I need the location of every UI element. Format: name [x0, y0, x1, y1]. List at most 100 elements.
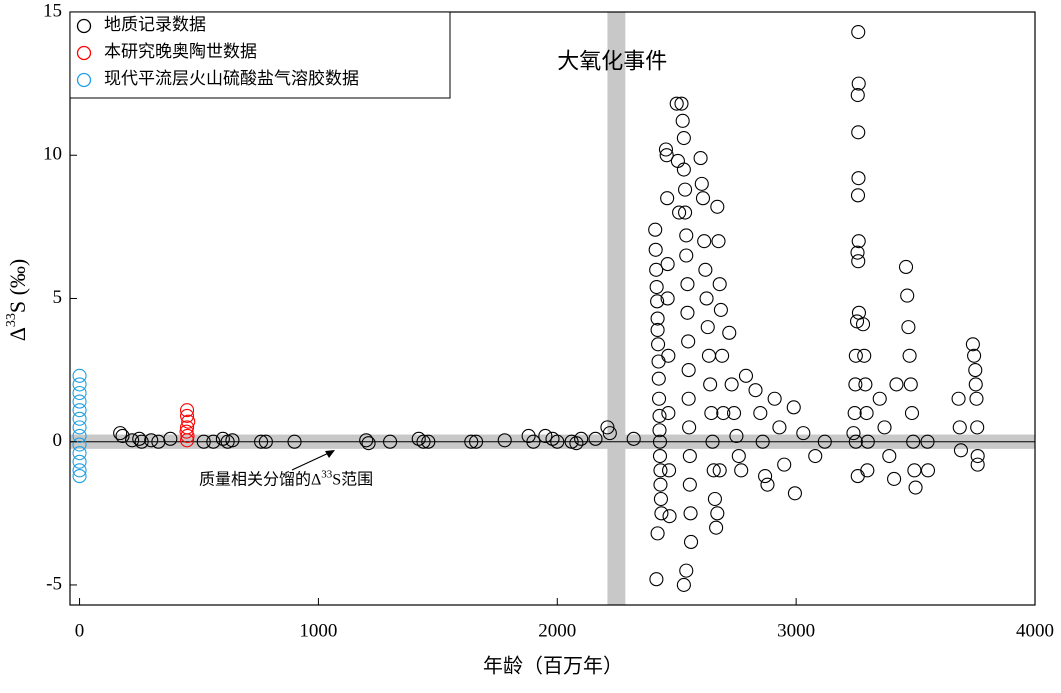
point — [650, 322, 665, 338]
point — [850, 469, 865, 484]
point — [181, 414, 196, 429]
point — [860, 434, 875, 449]
point — [626, 431, 641, 446]
point — [550, 434, 565, 449]
point — [538, 428, 553, 444]
point — [662, 509, 677, 524]
x-tick-label: 3000 — [777, 620, 815, 641]
point — [652, 434, 668, 449]
point — [710, 199, 725, 214]
point — [600, 420, 615, 435]
point — [851, 254, 866, 269]
point — [850, 88, 865, 103]
point — [953, 443, 969, 458]
point — [848, 377, 863, 392]
point — [163, 431, 178, 446]
point — [669, 96, 684, 111]
point — [748, 383, 763, 398]
point — [383, 434, 398, 449]
point — [965, 337, 980, 352]
point — [848, 434, 863, 449]
point — [850, 188, 866, 203]
point — [72, 454, 87, 469]
point — [872, 391, 887, 406]
point — [359, 433, 374, 448]
point — [670, 153, 685, 169]
legend-marker — [76, 18, 92, 34]
point — [72, 428, 87, 444]
point — [652, 408, 667, 423]
point — [658, 142, 674, 157]
points-layer — [72, 25, 985, 592]
point — [681, 363, 696, 378]
point — [196, 434, 211, 449]
point — [683, 534, 699, 550]
point — [700, 320, 715, 335]
x-tick-label: 1000 — [299, 620, 337, 641]
point — [258, 434, 273, 449]
point — [951, 391, 966, 406]
point — [767, 391, 782, 406]
point — [574, 431, 589, 446]
point — [968, 377, 983, 392]
point — [72, 469, 87, 484]
point — [712, 463, 727, 478]
point — [851, 234, 866, 249]
legend-label: 现代平流层火山硫酸盐气溶胶数据 — [104, 69, 359, 88]
y-tick-label: -5 — [46, 573, 62, 594]
point — [817, 434, 832, 449]
point — [651, 391, 667, 406]
y-label-base: Δ — [5, 327, 30, 341]
point — [713, 302, 728, 317]
point — [877, 420, 892, 435]
point — [72, 446, 87, 461]
point — [904, 406, 920, 421]
legend-marker — [76, 45, 92, 61]
point — [72, 437, 87, 452]
point — [653, 491, 668, 507]
annotation-part: 质量相关分馏的Δ — [199, 470, 321, 488]
point — [650, 294, 665, 309]
point — [680, 305, 695, 320]
y-tick-label: 10 — [43, 144, 62, 165]
point — [416, 434, 431, 449]
point — [680, 277, 695, 292]
point — [726, 406, 742, 421]
point — [857, 348, 872, 363]
point — [225, 433, 240, 448]
point — [903, 377, 918, 392]
point — [755, 434, 770, 449]
point — [860, 463, 875, 478]
point — [649, 572, 664, 587]
point — [970, 448, 985, 464]
annotation-arrow — [291, 450, 334, 471]
point — [179, 408, 195, 423]
background-layer — [70, 12, 1035, 605]
point — [855, 317, 871, 332]
point — [851, 76, 866, 91]
point — [652, 448, 668, 464]
point — [906, 434, 921, 449]
y-tick-label: 0 — [53, 430, 63, 451]
point — [709, 520, 724, 535]
point — [659, 148, 674, 163]
point — [846, 426, 861, 441]
point — [908, 480, 923, 495]
point — [859, 406, 874, 421]
point — [287, 434, 302, 449]
point — [72, 463, 87, 478]
point — [651, 337, 666, 352]
point — [602, 426, 617, 441]
point — [678, 205, 693, 220]
point — [464, 434, 479, 449]
point — [889, 377, 904, 392]
arrow-head — [325, 450, 335, 458]
point — [676, 130, 691, 146]
point — [970, 457, 985, 472]
point — [661, 406, 676, 421]
point — [698, 262, 713, 277]
point — [526, 434, 541, 449]
annotation-part: 33 — [321, 468, 333, 480]
